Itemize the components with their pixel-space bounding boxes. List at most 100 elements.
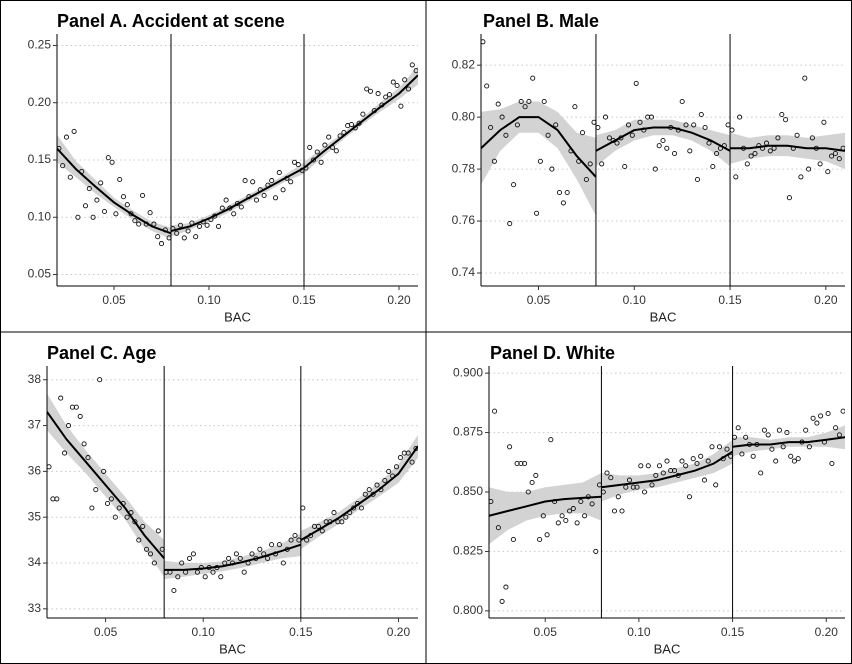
data-point [773, 458, 779, 464]
data-point [393, 464, 400, 470]
data-point [537, 536, 543, 543]
data-point [589, 501, 595, 507]
data-point [522, 104, 528, 110]
data-point [555, 520, 561, 526]
data-point [257, 546, 263, 552]
plot-body [481, 39, 845, 227]
data-point [629, 132, 635, 138]
data-point [652, 166, 658, 172]
x-tick-label: 0.10 [623, 293, 647, 307]
data-point [63, 134, 70, 140]
data-point [833, 425, 839, 431]
data-point [202, 574, 208, 580]
data-point [599, 161, 605, 167]
data-point [802, 75, 808, 81]
data-point [710, 163, 716, 170]
data-point [795, 456, 801, 462]
data-point [806, 444, 812, 450]
data-point [758, 470, 764, 476]
data-point [649, 482, 655, 488]
data-point [690, 456, 696, 462]
panel-title: Panel C. Age [47, 343, 156, 363]
data-point [108, 496, 114, 502]
fit-line [57, 147, 172, 235]
data-point [233, 551, 239, 557]
y-tick-label: 33 [28, 601, 42, 615]
data-point [218, 574, 224, 580]
x-tick-label: 0.10 [192, 625, 216, 639]
data-point [671, 150, 678, 157]
data-point [348, 121, 355, 128]
data-point [687, 148, 693, 154]
data-point [124, 514, 130, 520]
data-point [606, 135, 612, 141]
y-tick-label: 37 [28, 418, 42, 432]
data-point [241, 569, 247, 575]
data-point [151, 560, 157, 566]
x-axis-label: BAC [654, 641, 681, 656]
data-point [634, 484, 640, 490]
confidence-band [164, 533, 301, 580]
data-point [398, 103, 404, 109]
x-axis-label: BAC [219, 641, 246, 656]
data-point [779, 111, 785, 118]
data-point [315, 523, 321, 529]
data-point [318, 159, 324, 165]
y-tick-label: 0.15 [28, 152, 52, 166]
y-tick-label: 34 [28, 555, 42, 569]
data-point [319, 528, 325, 534]
data-point [691, 122, 697, 128]
data-point [253, 197, 260, 203]
data-point [81, 441, 87, 447]
data-point [190, 551, 196, 557]
data-point [701, 477, 708, 483]
data-point [390, 79, 396, 85]
data-point [769, 446, 775, 452]
data-point [780, 444, 786, 450]
data-point [405, 450, 411, 456]
data-point [664, 145, 670, 151]
x-tick-label: 0.05 [94, 625, 118, 639]
data-point [570, 506, 576, 512]
confidence-band [730, 132, 845, 170]
data-point [112, 514, 118, 520]
x-tick-label: 0.20 [387, 625, 411, 639]
data-point [549, 166, 555, 172]
data-point [587, 161, 593, 167]
data-point [608, 475, 614, 481]
data-point [75, 214, 81, 220]
data-point [339, 519, 345, 525]
data-point [737, 114, 743, 120]
y-tick-label: 0.76 [452, 213, 476, 227]
data-point [364, 86, 370, 92]
data-point [86, 186, 92, 192]
data-point [630, 484, 636, 490]
data-point [94, 197, 100, 203]
data-point [545, 132, 551, 138]
fit-line [730, 144, 845, 152]
data-point [136, 221, 142, 227]
fit-line [170, 167, 305, 232]
data-point [656, 463, 663, 469]
data-point [622, 163, 628, 170]
data-point [716, 444, 723, 450]
data-point [664, 458, 670, 464]
data-point [292, 532, 298, 539]
data-point [343, 514, 349, 520]
y-tick-label: 0.800 [453, 603, 483, 617]
data-point [767, 148, 773, 154]
data-point [98, 180, 104, 186]
data-point [109, 159, 115, 165]
data-point [614, 140, 620, 146]
data-point [383, 94, 389, 100]
data-point [814, 420, 820, 426]
data-point [358, 505, 364, 511]
data-point [276, 542, 282, 548]
data-point [238, 204, 244, 210]
data-point [269, 542, 275, 548]
x-tick-label: 0.20 [387, 293, 411, 307]
data-point [656, 143, 662, 149]
fit-line [164, 543, 302, 571]
data-point [714, 150, 720, 157]
x-tick-label: 0.10 [197, 293, 221, 307]
